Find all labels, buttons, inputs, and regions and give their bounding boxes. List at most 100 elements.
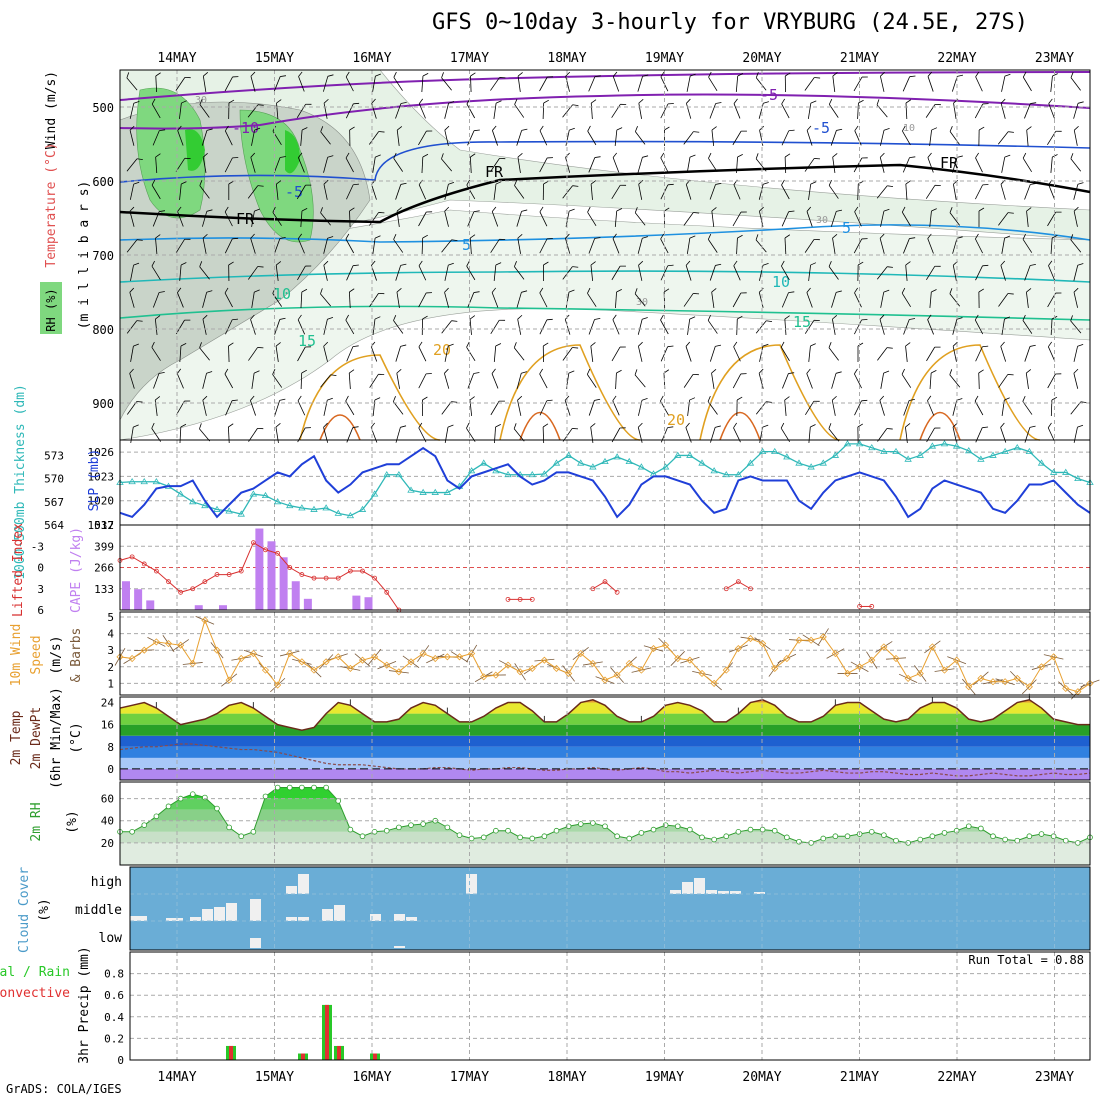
wind-barb-flag (451, 320, 458, 322)
wind-speed-point (431, 654, 439, 663)
wind-barb (975, 264, 989, 281)
wind-barb-shaft (707, 320, 718, 334)
wind-barb (323, 260, 329, 281)
wind-barb (949, 288, 961, 307)
wind-barb-shaft (758, 184, 764, 200)
wind-barb-shaft (638, 103, 642, 119)
lifted-index-point (384, 589, 390, 595)
wind-barb (323, 155, 334, 173)
wind-barb (418, 292, 432, 308)
wind-barb (346, 426, 359, 443)
wind-barb-shaft (1001, 319, 1005, 335)
cloud-bar (202, 909, 213, 921)
wind-barb-shaft (469, 156, 472, 174)
wind-barb-shaft (708, 77, 718, 91)
wind-barb (806, 287, 813, 308)
wind-barb-flag (184, 76, 191, 79)
wind-barb-shaft (130, 265, 134, 281)
wind-barb-shaft (539, 373, 548, 389)
wind-barb-flag (473, 372, 480, 374)
wind-barb-shaft (951, 76, 958, 92)
wind-barb-shaft (1000, 346, 1007, 362)
day-label-top: 21MAY (840, 51, 879, 66)
wind-barb (854, 125, 862, 146)
wind-barb-flag (393, 396, 396, 402)
wind-barb (1001, 154, 1011, 173)
wind-barb-flag (935, 103, 941, 106)
rh2m-point (662, 822, 669, 828)
wind-barb-flag (539, 125, 544, 131)
wind-barb-shaft (493, 103, 497, 119)
wind-barb-shaft (372, 157, 376, 173)
wind-barb-shaft (638, 265, 643, 281)
thickness-point (601, 457, 609, 465)
rh2m-point (978, 825, 984, 832)
wind-barb-shaft (828, 185, 839, 199)
wind-speed-point (965, 683, 973, 691)
wind-barb (1024, 263, 1036, 281)
wind-barb (586, 368, 597, 388)
wind-barb-shaft (807, 103, 812, 119)
rh-shading-light (119, 209, 1091, 441)
wind-barb (300, 369, 307, 390)
wind-barb-flag (733, 98, 738, 104)
temp-tick-label: 0 (107, 763, 114, 776)
wind-barb (1047, 211, 1062, 227)
wind-barb-shaft (949, 293, 961, 307)
wind-barb-shaft (444, 184, 449, 200)
wind-barb-flag (374, 316, 381, 320)
wind-barb (953, 179, 959, 200)
wind-barb-shaft (227, 426, 230, 444)
thickness-point (965, 447, 973, 454)
wind-barb (614, 208, 623, 228)
wind-barb-shaft (370, 346, 378, 362)
wind-barb (345, 395, 355, 416)
wind-barb (275, 261, 282, 281)
thickness-point (237, 510, 245, 517)
thickness-point (395, 470, 403, 478)
wind-barb-flag (612, 314, 617, 320)
wind-barb (228, 342, 234, 363)
wind-barb (709, 344, 722, 362)
wind-barb (564, 314, 571, 335)
wind-barb (153, 371, 165, 389)
rh2m-point (711, 836, 717, 843)
day-label-top: 17MAY (450, 51, 489, 66)
wind-barb-flag (159, 210, 166, 212)
wind-barb (275, 180, 282, 200)
wind-barb (660, 345, 674, 362)
wind-barb-flag (590, 180, 597, 185)
wind-barb-flag (418, 422, 423, 429)
wind-barb-flag (345, 233, 350, 240)
wind-barb-flag (638, 341, 643, 347)
wind-barb-flag (1022, 314, 1026, 321)
wind-barb (1048, 179, 1055, 200)
wind-barb-shaft (418, 265, 427, 281)
wind-barb-flag (975, 71, 980, 77)
wind-barb (444, 343, 454, 362)
wind-barb-flag (1051, 235, 1058, 239)
wind-barb-flag (810, 343, 816, 347)
thickness-point (1074, 474, 1082, 482)
wind-barb-shaft (251, 292, 255, 308)
wind-barb (686, 98, 692, 119)
wind-barb-shaft (224, 238, 233, 254)
wind-barb-flag (1055, 211, 1062, 213)
wind-barb-shaft (1001, 238, 1005, 254)
wind-barb-shaft (444, 130, 449, 146)
wind-barb-flag (810, 262, 817, 266)
wind-barb-shaft (758, 292, 764, 308)
precip-convective-bar (325, 1004, 329, 1060)
wind-barb-flag (469, 396, 475, 401)
wind-barb-flag (1077, 182, 1084, 185)
wind-barb (1026, 288, 1032, 308)
wind-barb-shaft (711, 373, 715, 389)
wind-barb-shaft (467, 211, 475, 227)
wind-speed-point (286, 649, 294, 658)
wind-barb (1001, 73, 1011, 92)
wind-barb-flag (495, 343, 502, 347)
wind-barb (274, 236, 286, 254)
wind-barb-shaft (732, 373, 742, 389)
thickness-tick-label: 570 (44, 473, 64, 486)
wind-barb-shaft (564, 319, 571, 335)
